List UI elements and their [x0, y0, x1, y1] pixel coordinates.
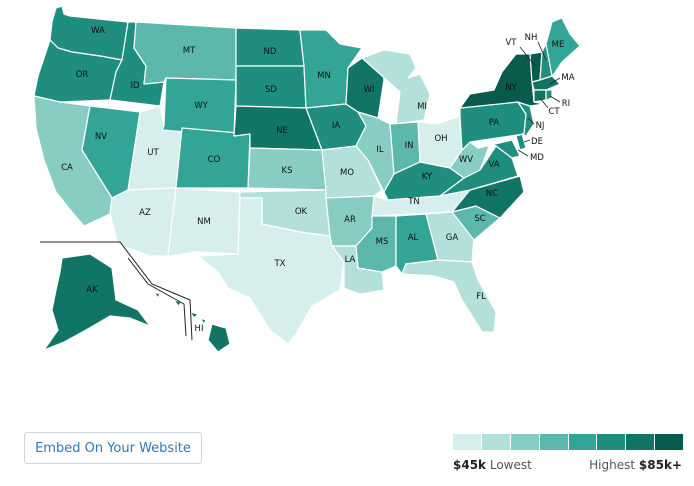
leader-line-MA — [549, 77, 561, 85]
legend-swatch-4 — [568, 434, 597, 450]
state-label-NJ: NJ — [536, 121, 545, 131]
leader-line-DE — [523, 139, 531, 143]
legend-high-text: Highest — [589, 458, 636, 472]
legend-swatch-7 — [655, 434, 683, 450]
state-label-VT: VT — [505, 38, 517, 48]
state-MD[interactable] — [477, 139, 521, 159]
state-label-NH: NH — [525, 33, 538, 43]
state-label-DE: DE — [531, 137, 543, 147]
leader-line-MD — [517, 149, 529, 157]
state-HI[interactable] — [153, 291, 231, 353]
state-NM[interactable] — [167, 187, 241, 257]
state-SD[interactable] — [235, 65, 307, 109]
state-label-HI: HI — [195, 324, 204, 334]
legend-swatch-0 — [453, 434, 481, 450]
inset-divider-line — [40, 241, 193, 341]
us-map: WAORCAIDNVUTAZMTWYCONMNDSDNEKSOKTXMNIAMO… — [33, 5, 581, 353]
state-label-MA: MA — [561, 73, 574, 83]
legend-swatch-2 — [510, 434, 539, 450]
leader-line-NH — [537, 41, 547, 61]
state-DE[interactable] — [515, 133, 527, 151]
legend-swatch-5 — [597, 434, 626, 450]
state-WY[interactable] — [161, 77, 237, 137]
leader-line-NJ — [527, 117, 535, 125]
state-TX[interactable] — [197, 197, 345, 345]
legend-swatch-1 — [481, 434, 510, 450]
state-AZ[interactable] — [109, 187, 177, 257]
state-FL[interactable] — [401, 259, 497, 333]
embed-on-website-button[interactable]: Embed On Your Website — [24, 432, 202, 464]
leader-line-VT — [519, 46, 536, 67]
color-legend — [453, 434, 683, 450]
legend-low-label: $45k Lowest — [453, 458, 532, 472]
state-CT[interactable] — [533, 89, 547, 103]
legend-high-label: Highest $85k+ — [589, 458, 682, 472]
state-AK[interactable] — [43, 253, 151, 351]
state-label-MD: MD — [530, 153, 544, 163]
state-KS[interactable] — [247, 147, 327, 191]
leader-line-CT — [539, 97, 549, 109]
state-MT[interactable] — [133, 21, 237, 85]
state-ND[interactable] — [235, 27, 305, 67]
state-MI[interactable] — [361, 49, 431, 125]
leader-lines — [517, 41, 561, 157]
state-label-CT: CT — [548, 107, 560, 117]
state-CO[interactable] — [175, 127, 251, 189]
legend-swatch-6 — [626, 434, 655, 450]
state-label-RI: RI — [562, 99, 570, 109]
legend-high-value: $85k+ — [638, 458, 682, 472]
state-ME[interactable] — [545, 17, 581, 77]
legend-swatch-3 — [539, 434, 568, 450]
state-PA[interactable] — [459, 101, 527, 151]
leader-line-RI — [549, 95, 561, 103]
state-CA[interactable] — [33, 95, 113, 227]
legend-low-value: $45k — [453, 458, 487, 472]
state-NJ[interactable] — [517, 101, 535, 137]
state-RI[interactable] — [545, 89, 553, 101]
legend-low-text: Lowest — [489, 458, 532, 472]
